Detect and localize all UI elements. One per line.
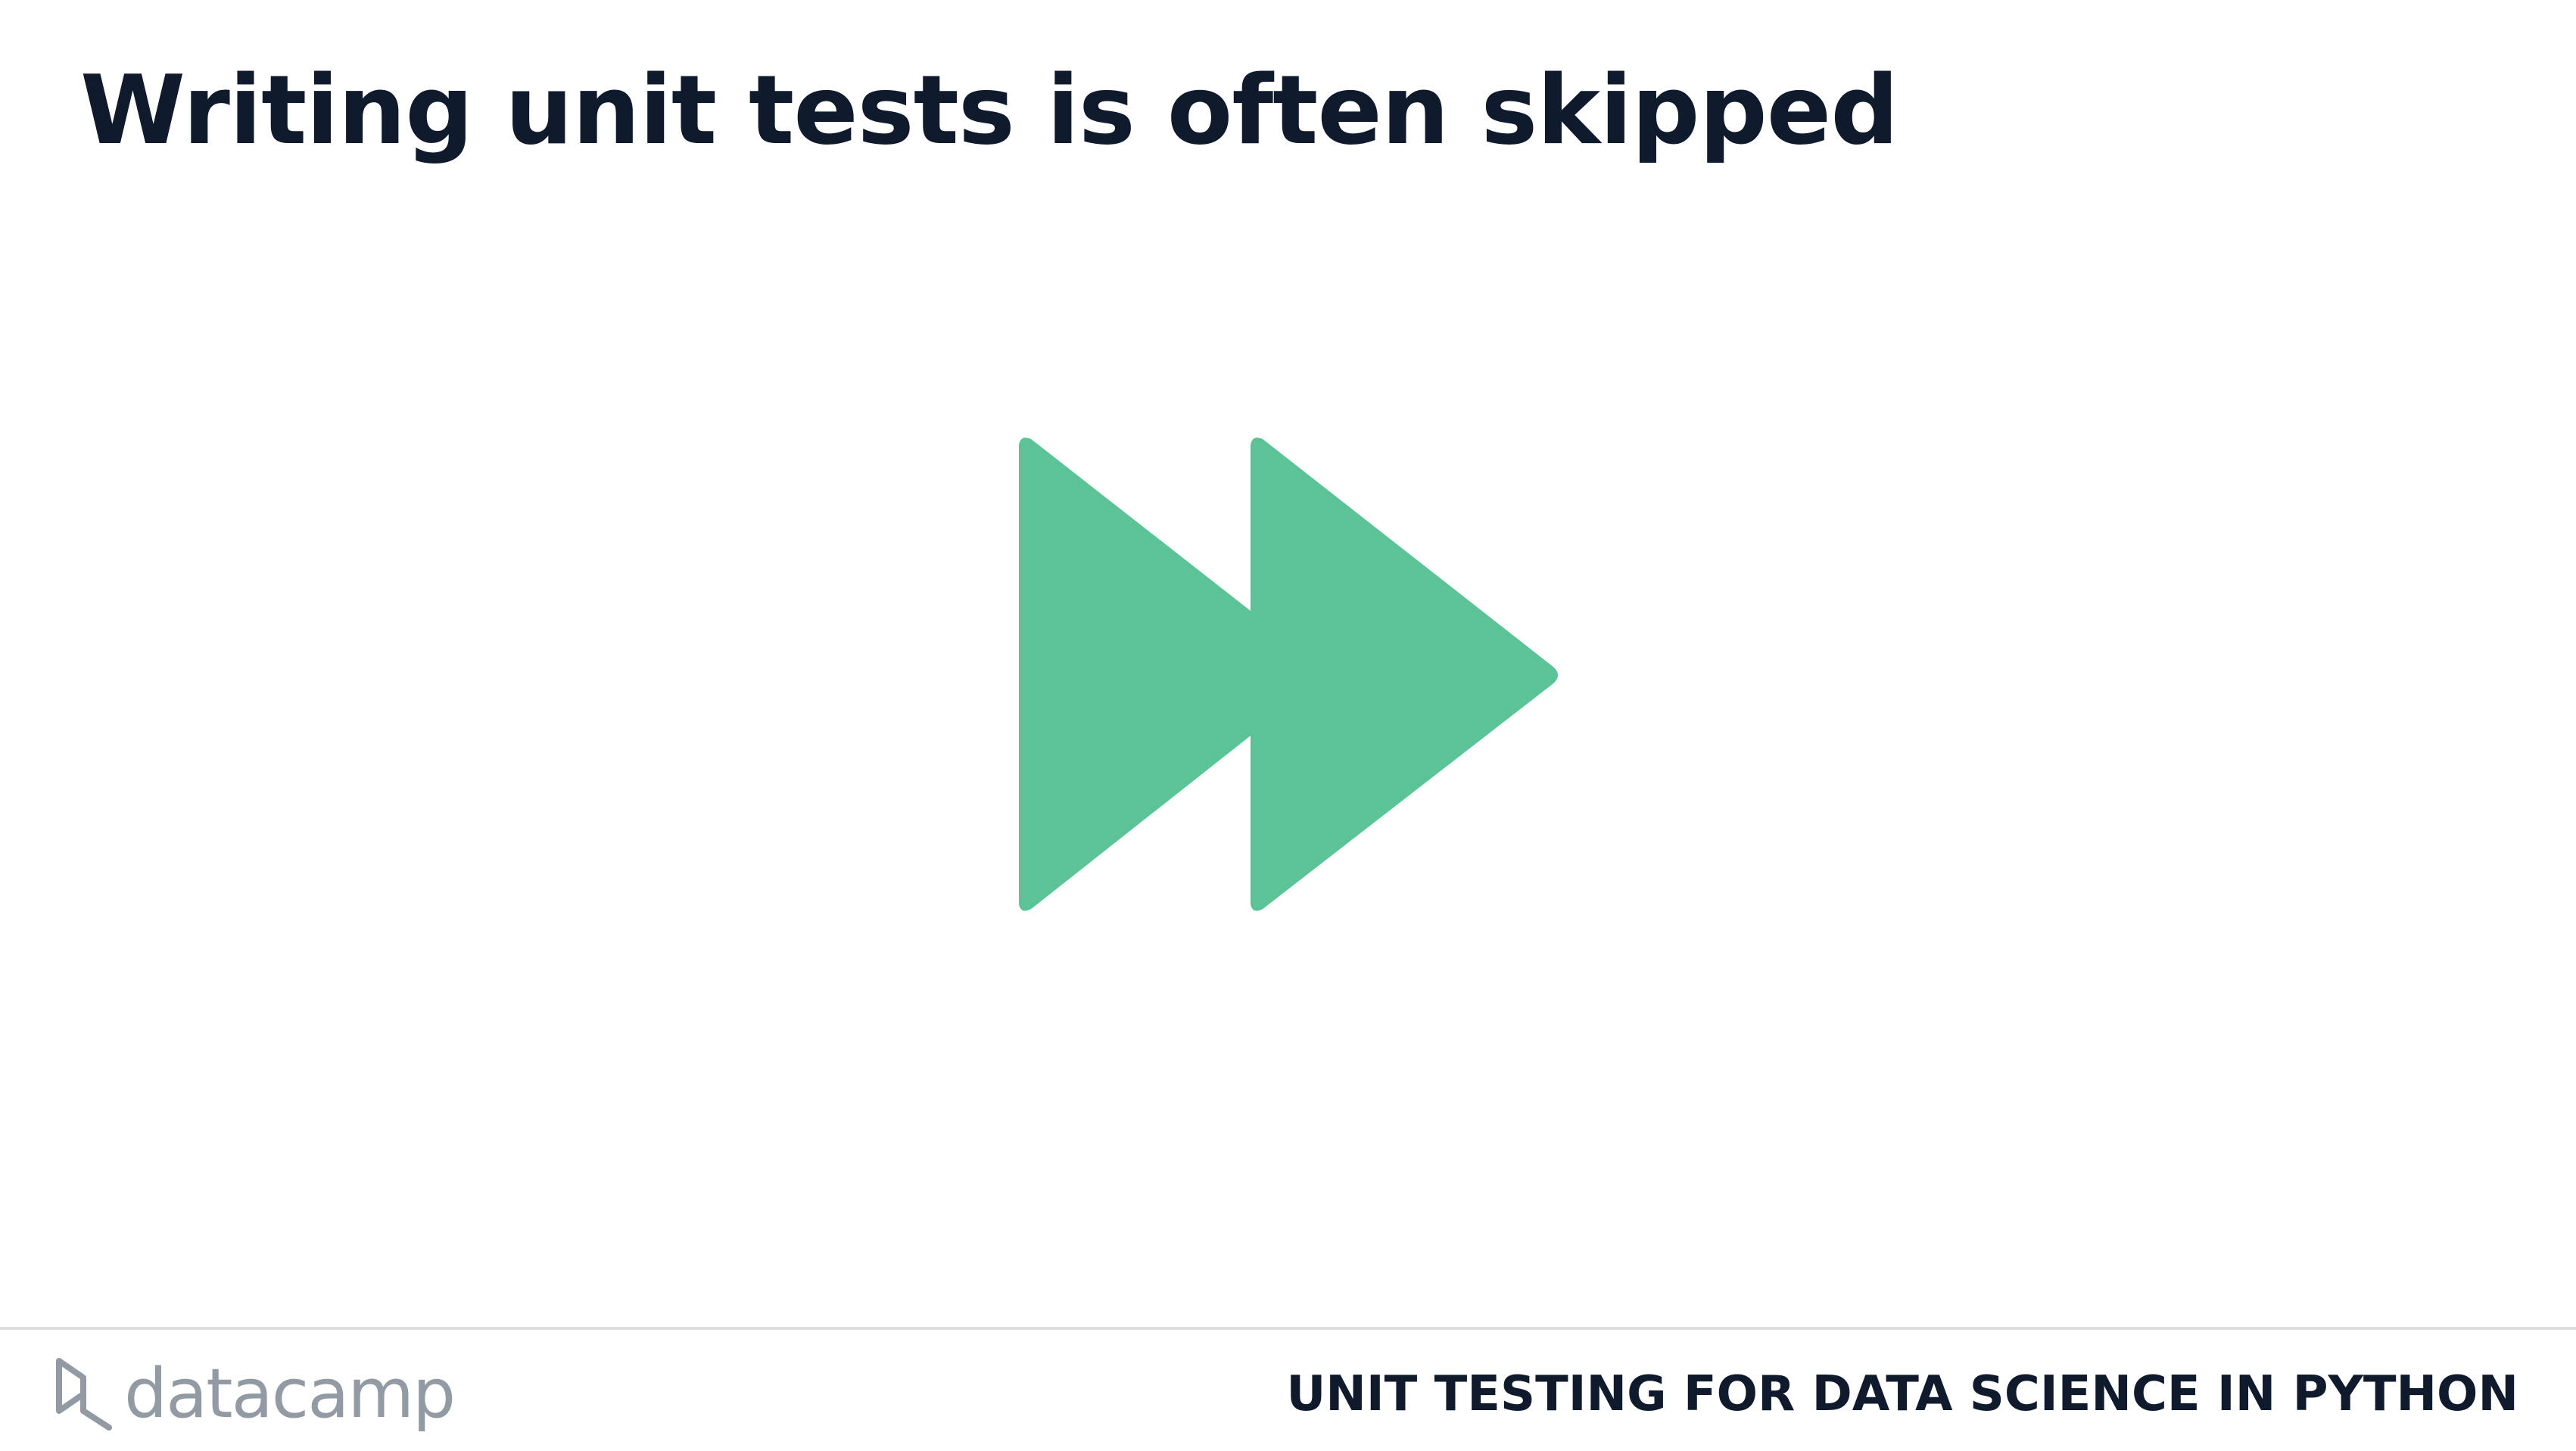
datacamp-logo-text: datacamp [124,1354,456,1434]
datacamp-logo-icon [56,1358,112,1431]
slide-title: Writing unit tests is often skipped [80,54,1899,166]
datacamp-logo: datacamp [53,1353,456,1436]
fast-forward-left-triangle [1019,437,1251,911]
footer-divider [0,1327,2576,1330]
fast-forward-right-triangle [1251,437,1558,911]
fast-forward-icon [1019,437,1558,911]
course-title: UNIT TESTING FOR DATA SCIENCE IN PYTHON [1286,1366,2518,1422]
footer: datacamp UNIT TESTING FOR DATA SCIENCE I… [0,1330,2576,1451]
